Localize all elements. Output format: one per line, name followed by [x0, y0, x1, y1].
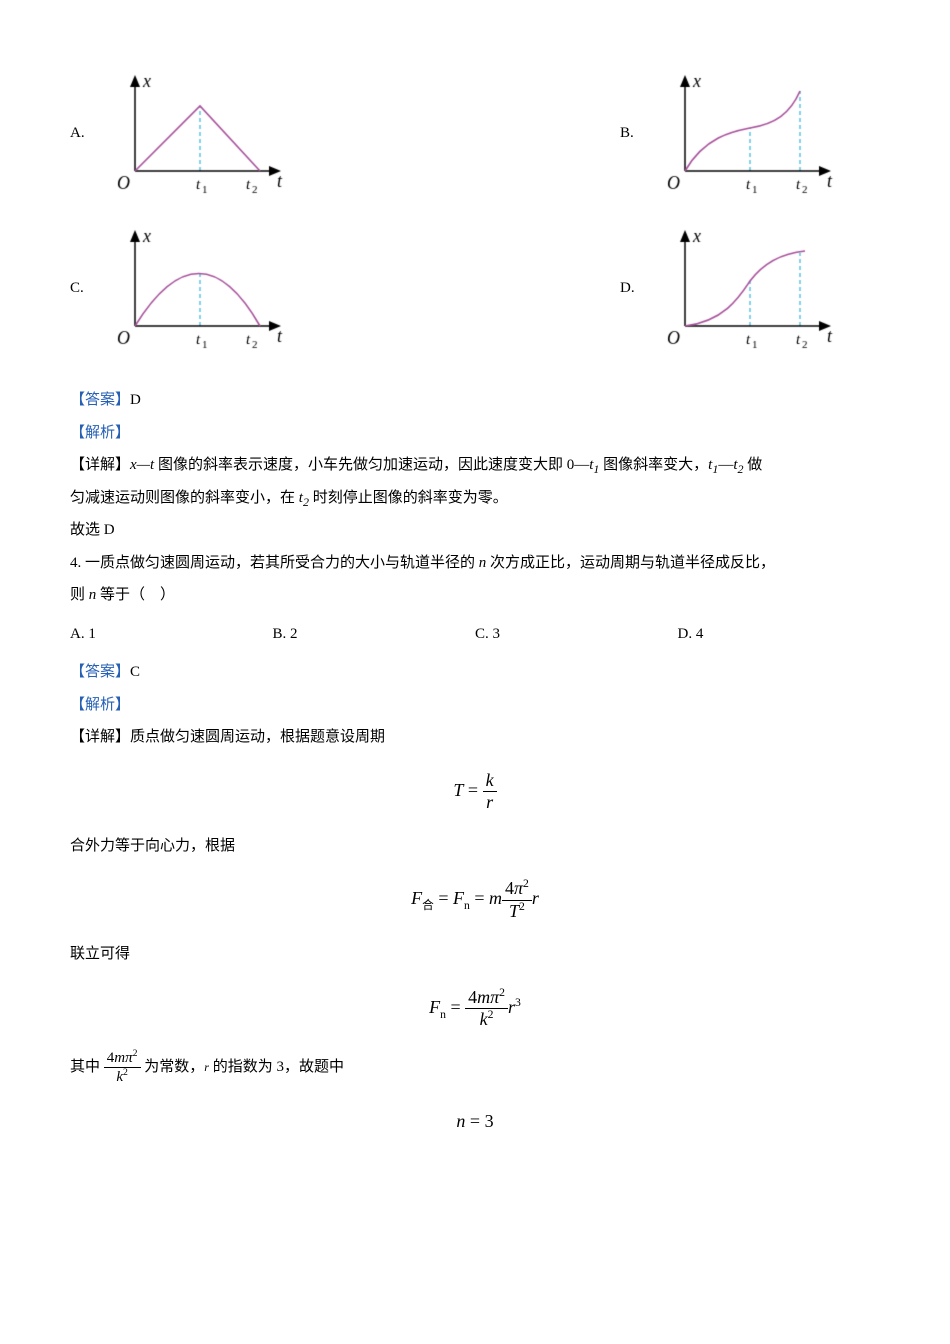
chart-row-cd: C. D.	[70, 221, 880, 356]
detail-prefix: 【详解】	[70, 457, 130, 473]
text: 等于（ ）	[96, 587, 175, 603]
formula-3: Fn = 4mπ2k2r3	[70, 987, 880, 1031]
q3-detail-line2: 匀减速运动则图像的斜率变小，在 t2 时刻停止图像的斜率变为零。	[70, 484, 880, 513]
option-b: B. 2	[273, 620, 476, 649]
f1-num: k	[483, 770, 497, 793]
text: 质点做匀速圆周运动，根据题意设周期	[130, 729, 385, 745]
spacer	[70, 362, 880, 382]
text: 则	[70, 587, 89, 603]
q3-conclusion: 故选 D	[70, 516, 880, 545]
answer-value: D	[130, 392, 141, 408]
text: 时刻停止图像的斜率变为零。	[309, 490, 508, 506]
text: 图像斜率变大，	[599, 457, 708, 473]
answer-label: 【答案】	[70, 392, 130, 408]
q4-detail1: 【详解】质点做匀速圆周运动，根据题意设周期	[70, 723, 880, 752]
q4-detail2: 合外力等于向心力，根据	[70, 832, 880, 861]
text: 联立可得	[70, 946, 130, 962]
chart-a	[100, 66, 290, 201]
text: 匀减速运动则图像的斜率变小，在	[70, 490, 299, 506]
option-label-c: C.	[70, 274, 100, 303]
formula-2: F合 = Fn = m4π2T2r	[70, 878, 880, 922]
analysis-label: 【解析】	[70, 697, 130, 713]
text: 的指数为 3，故题中	[209, 1059, 344, 1075]
xt-text: x—t	[130, 457, 154, 473]
option-c: C. 3	[475, 620, 678, 649]
text: 合外力等于向心力，根据	[70, 838, 235, 854]
option-label-d: D.	[620, 274, 650, 303]
q4-options: A. 1 B. 2 C. 3 D. 4	[70, 620, 880, 649]
text: 做	[743, 457, 762, 473]
chart-b	[650, 66, 840, 201]
text: 一质点做匀速圆周运动，若其所受合力的大小与轨道半径的	[85, 555, 479, 571]
answer-value: C	[130, 664, 140, 680]
option-label-b: B.	[620, 119, 650, 148]
detail-prefix: 【详解】	[70, 729, 130, 745]
formula-4: n = 3	[70, 1104, 880, 1138]
text: —	[718, 457, 733, 473]
q4-analysis-label: 【解析】	[70, 691, 880, 720]
q4-detail4: 其中 4mπ2k2 为常数，r 的指数为 3，故题中	[70, 1049, 880, 1086]
text: 次方成正比，运动周期与轨道半径成反比，	[486, 555, 775, 571]
option-d: D. 4	[678, 620, 881, 649]
chart-d	[650, 221, 840, 356]
option-label-a: A.	[70, 119, 100, 148]
q4-detail3: 联立可得	[70, 940, 880, 969]
q4-num: 4.	[70, 555, 85, 571]
text: 其中	[70, 1059, 104, 1075]
answer-label: 【答案】	[70, 664, 130, 680]
formula-1: T = kr	[70, 770, 880, 814]
text: 图像的斜率表示速度，小车先做匀加速运动，因此速度变大即 0—	[154, 457, 589, 473]
q4-answer: 【答案】C	[70, 658, 880, 687]
f1-den: r	[483, 792, 497, 814]
q3-detail-line1: 【详解】x—t 图像的斜率表示速度，小车先做匀加速运动，因此速度变大即 0—t1…	[70, 451, 880, 480]
text: 为常数，	[141, 1059, 205, 1075]
chart-c	[100, 221, 290, 356]
analysis-label: 【解析】	[70, 425, 130, 441]
q3-analysis-label: 【解析】	[70, 419, 880, 448]
q3-answer: 【答案】D	[70, 386, 880, 415]
q4-stem-line2: 则 n 等于（ ）	[70, 581, 880, 610]
q4-stem-line1: 4. 一质点做匀速圆周运动，若其所受合力的大小与轨道半径的 n 次方成正比，运动…	[70, 549, 880, 578]
chart-row-ab: A. B.	[70, 66, 880, 201]
option-a: A. 1	[70, 620, 273, 649]
conclusion-text: 故选 D	[70, 522, 115, 538]
